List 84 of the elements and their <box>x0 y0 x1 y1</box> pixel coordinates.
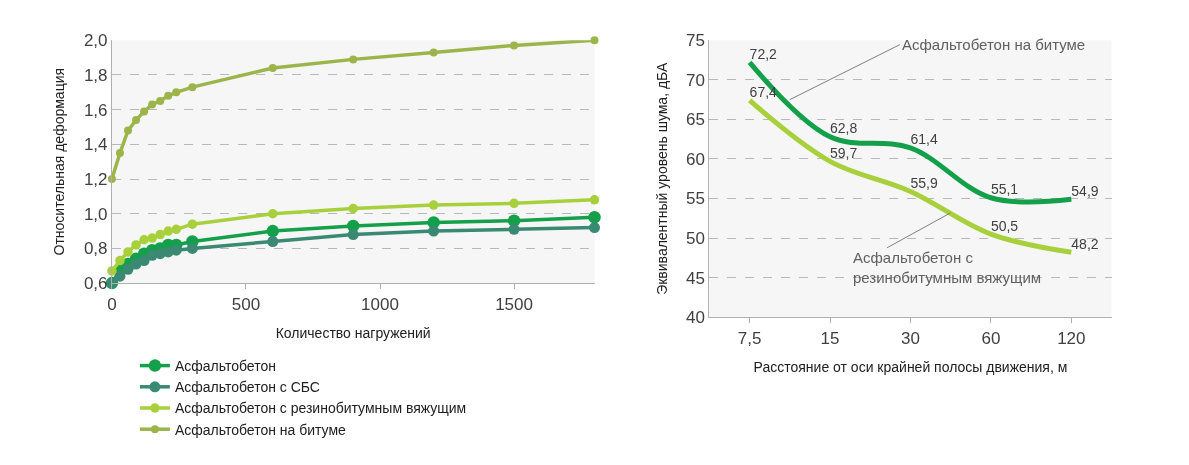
point <box>156 97 165 106</box>
legend-label: Асфальтобетон на битуме <box>174 421 347 438</box>
point <box>510 41 519 50</box>
point <box>171 224 182 235</box>
y-tick-label: 0,8 <box>83 239 108 259</box>
y-tick-label: 1,2 <box>83 170 108 189</box>
data-label: 50,5 <box>990 217 1019 234</box>
point <box>155 229 165 240</box>
text: Асфальтобетон на битуме <box>902 36 1086 53</box>
point <box>170 244 182 256</box>
point <box>186 242 198 254</box>
legend-label: Асфальтобетон с СБС <box>174 379 320 396</box>
data-label: 55,9 <box>910 174 938 191</box>
legend-label: Асфальтобетон с резинобитумным вяжущим <box>174 400 467 417</box>
data-label: 61,4 <box>910 131 938 148</box>
y-tick-label: 75 <box>686 31 705 51</box>
y-tick-label: 1,4 <box>83 135 108 155</box>
point <box>147 233 157 243</box>
point <box>140 107 149 116</box>
point <box>124 126 133 135</box>
x-tick-label: 120 <box>1057 328 1086 348</box>
point <box>589 222 600 234</box>
y-tick-label: 2,0 <box>83 31 108 51</box>
point <box>131 240 141 250</box>
y-tick-label: 55 <box>686 189 705 209</box>
point <box>132 116 141 125</box>
point <box>349 55 358 64</box>
point <box>114 270 126 282</box>
legend-label: Асфальтобетон <box>174 358 276 375</box>
y-tick-label: 1,8 <box>83 65 108 85</box>
data-label: 55,1 <box>990 181 1019 198</box>
point <box>115 255 125 266</box>
point <box>267 235 279 247</box>
x-tick-label: 7,5 <box>737 328 762 348</box>
data-label: 59,7 <box>830 144 858 161</box>
y-tick-label: 70 <box>686 70 705 90</box>
x-tick-label: 0 <box>107 294 117 314</box>
point <box>508 223 520 235</box>
point <box>188 83 197 92</box>
x-tick-label: 500 <box>231 294 261 314</box>
point <box>268 208 278 219</box>
y-tick-label: 0,6 <box>83 274 108 294</box>
point <box>428 225 440 237</box>
y-tick-label: 40 <box>686 308 705 328</box>
point <box>268 64 277 73</box>
x-axis-title: Количество нагружений <box>275 324 431 341</box>
point <box>428 200 439 210</box>
point <box>589 195 600 205</box>
x-tick-label: 60 <box>981 328 1001 348</box>
point <box>590 36 599 45</box>
y-tick-label: 1,0 <box>83 204 108 224</box>
x-axis-title: Расстояние от оси крайней полосы движения, м <box>753 358 1068 375</box>
x-tick-label: 15 <box>820 328 840 348</box>
point <box>172 88 181 97</box>
y-axis-title: Относительная деформация <box>51 67 68 256</box>
point <box>123 247 133 257</box>
series-label: Асфальтобетон с резинобитумным вяжущим <box>853 249 1042 286</box>
point <box>122 263 134 275</box>
point <box>115 149 124 158</box>
point <box>138 255 150 267</box>
point <box>429 48 438 57</box>
point <box>588 210 601 224</box>
point <box>509 198 519 209</box>
y-tick-label: 65 <box>686 110 705 130</box>
y-tick-label: 60 <box>686 149 705 169</box>
point <box>163 226 173 236</box>
point <box>266 224 280 238</box>
y-tick-label: 1,6 <box>83 100 108 120</box>
data-label: 48,2 <box>1071 235 1099 252</box>
y-tick-label: 45 <box>686 268 705 288</box>
point <box>148 100 157 109</box>
point <box>348 203 358 214</box>
data-label: 62,8 <box>830 120 858 137</box>
point <box>139 235 149 245</box>
data-label: 72,2 <box>749 45 778 62</box>
point <box>347 229 359 241</box>
point <box>187 219 198 229</box>
x-tick-label: 1500 <box>495 294 533 314</box>
y-tick-label: 50 <box>686 229 705 249</box>
data-label: 54,9 <box>1071 182 1099 199</box>
y-axis-title: Эквивалентный уровень шума, дБА <box>653 62 670 295</box>
x-tick-label: 30 <box>901 328 920 348</box>
x-tick-label: 1000 <box>361 294 399 314</box>
point <box>164 91 173 100</box>
